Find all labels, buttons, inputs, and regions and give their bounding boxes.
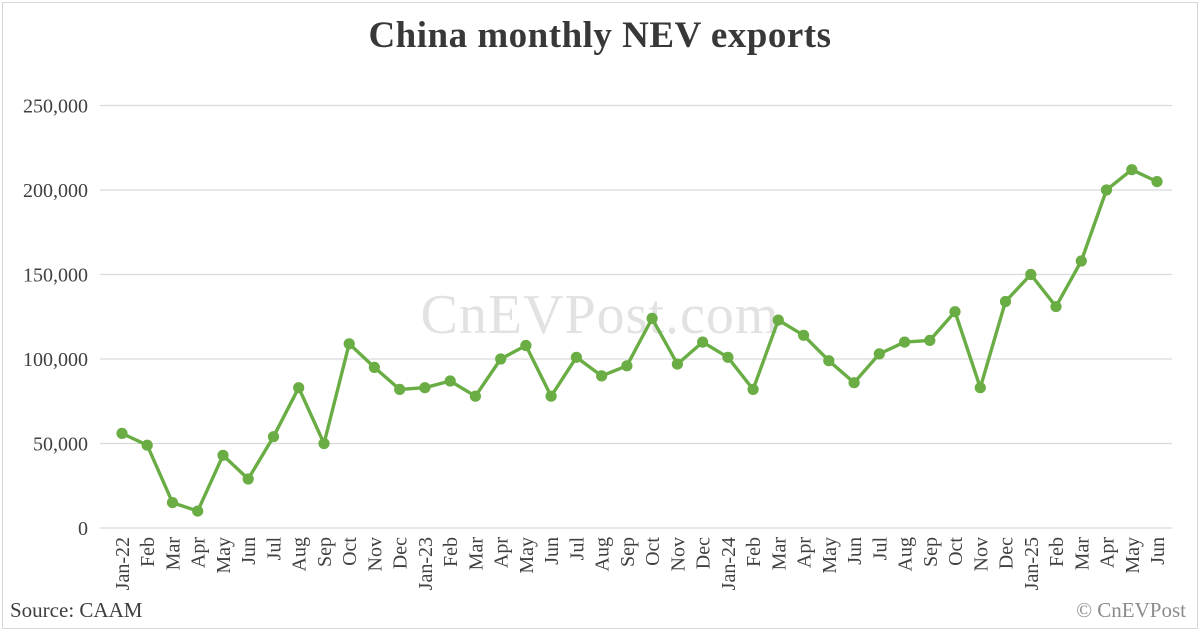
data-point xyxy=(1025,268,1037,281)
x-tick-label: Jan-22 xyxy=(112,537,134,590)
x-tick-label: Jan-24 xyxy=(718,537,740,590)
data-point xyxy=(1151,176,1163,188)
x-tick-label: May xyxy=(819,537,841,574)
data-point xyxy=(242,473,254,485)
x-tick-label: Apr xyxy=(794,537,816,568)
data-point xyxy=(949,306,961,318)
data-point xyxy=(495,353,507,365)
data-point xyxy=(318,437,330,450)
data-point xyxy=(646,312,658,324)
x-tick-label: Sep xyxy=(314,537,336,567)
x-tick-label: Aug xyxy=(895,537,917,571)
data-point xyxy=(545,390,557,402)
x-tick-label: Jan-25 xyxy=(1021,537,1043,590)
x-tick-label: Nov xyxy=(667,537,689,571)
copyright-label: © CnEVPost xyxy=(1076,598,1186,622)
data-point xyxy=(166,497,179,509)
x-tick-label: Jun xyxy=(541,537,563,565)
y-tick-label: 150,000 xyxy=(23,265,88,287)
data-point xyxy=(1075,255,1087,267)
data-point xyxy=(343,338,355,350)
x-tick-label: Mar xyxy=(1071,537,1093,571)
data-point xyxy=(596,370,608,382)
x-tick-label: Apr xyxy=(188,537,210,568)
data-point xyxy=(823,355,835,367)
data-point xyxy=(141,439,153,451)
x-tick-label: Jun xyxy=(1147,537,1169,565)
data-point xyxy=(469,390,481,402)
data-point xyxy=(722,351,734,363)
data-point xyxy=(267,431,280,443)
data-point xyxy=(1050,301,1062,313)
data-point xyxy=(747,383,759,395)
data-point xyxy=(798,329,810,341)
x-tick-label: Jun xyxy=(844,537,866,565)
data-point xyxy=(1100,184,1113,196)
x-tick-label: Apr xyxy=(491,537,513,568)
data-line xyxy=(120,167,1159,513)
x-tick-label: Nov xyxy=(364,537,386,571)
x-tick-label: Jan-23 xyxy=(415,537,437,590)
data-point xyxy=(697,336,709,348)
x-tick-label: Jul xyxy=(566,537,588,561)
data-point xyxy=(192,505,204,517)
data-point xyxy=(899,336,911,348)
watermark-text: CnEVPost.com xyxy=(420,284,780,346)
source-label: Source: CAAM xyxy=(10,598,143,622)
x-tick-label: Nov xyxy=(970,537,992,571)
x-tick-label: May xyxy=(213,537,235,574)
x-tick-label: Aug xyxy=(289,537,311,571)
data-point xyxy=(671,358,684,370)
x-tick-label: Oct xyxy=(339,537,361,566)
data-point xyxy=(999,295,1012,308)
data-point xyxy=(293,382,305,394)
x-tick-label: Feb xyxy=(743,537,765,567)
x-tick-label: Dec xyxy=(693,537,715,569)
x-tick-label: Jun xyxy=(238,537,260,565)
data-point xyxy=(419,382,431,394)
data-point xyxy=(217,449,229,461)
x-tick-label: Apr xyxy=(1097,537,1119,568)
x-tick-label: Jul xyxy=(869,537,891,561)
data-point xyxy=(520,339,532,352)
chart-title: China monthly NEV exports xyxy=(368,15,832,56)
data-point xyxy=(394,383,406,395)
x-tick-label: Mar xyxy=(768,537,790,571)
data-point xyxy=(570,351,583,363)
data-point xyxy=(772,314,784,326)
y-tick-label: 50,000 xyxy=(33,434,88,456)
data-point xyxy=(924,334,936,346)
data-point xyxy=(848,377,860,389)
data-point xyxy=(974,382,986,394)
data-point xyxy=(873,348,885,360)
x-tick-label: Sep xyxy=(617,537,639,567)
y-tick-label: 200,000 xyxy=(23,180,88,202)
y-tick-label: 250,000 xyxy=(23,96,88,118)
x-tick-label: Feb xyxy=(137,537,159,567)
x-tick-label: Dec xyxy=(390,537,412,569)
x-tick-label: Oct xyxy=(642,537,664,566)
x-tick-label: Mar xyxy=(162,537,184,571)
x-tick-label: Feb xyxy=(440,537,462,567)
x-tick-label: May xyxy=(1122,537,1144,574)
y-tick-label: 0 xyxy=(78,518,88,540)
x-tick-label: Feb xyxy=(1046,537,1068,567)
data-point xyxy=(116,427,128,439)
data-point xyxy=(621,360,633,372)
x-tick-label: Oct xyxy=(945,537,967,566)
data-point xyxy=(1126,164,1138,176)
x-tick-label: Sep xyxy=(920,537,942,567)
data-point xyxy=(444,375,456,387)
x-tick-label: Aug xyxy=(592,537,614,571)
data-point xyxy=(368,361,380,373)
x-tick-label: Dec xyxy=(996,537,1018,569)
x-tick-label: Mar xyxy=(465,537,487,571)
x-tick-label: May xyxy=(516,537,538,574)
x-tick-label: Jul xyxy=(263,537,285,561)
y-tick-label: 100,000 xyxy=(23,349,88,371)
